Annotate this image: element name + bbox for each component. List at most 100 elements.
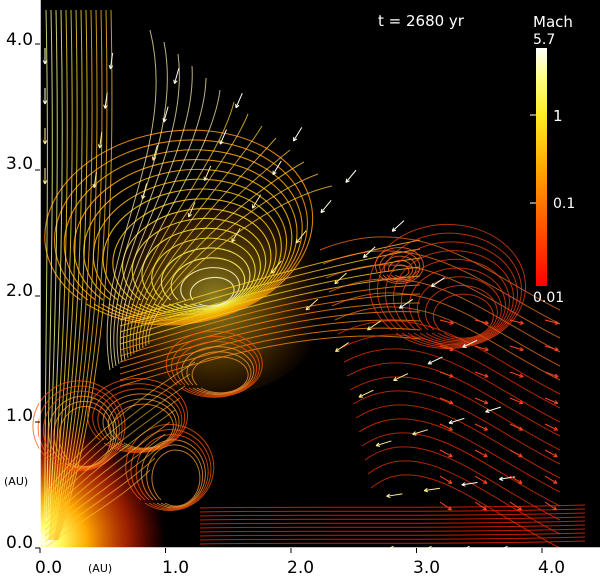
- streamline: [107, 398, 177, 450]
- velocity-arrow: [474, 397, 489, 405]
- axis-ticks: [35, 43, 543, 553]
- velocity-arrow: [335, 342, 349, 353]
- colorbar: Mach 5.7 1 0.1 0.01: [530, 13, 575, 306]
- velocity-arrow: [42, 168, 48, 185]
- y-tick-label: 3.0: [6, 154, 33, 174]
- streamline: [119, 239, 421, 321]
- streamline: [130, 429, 212, 510]
- velocity-arrow: [345, 169, 357, 183]
- velocity-arrow: [292, 127, 303, 142]
- streamline: [199, 512, 586, 517]
- streamline: [44, 409, 176, 519]
- velocity-arrow: [439, 423, 454, 431]
- y-tick-label: 1.0: [6, 406, 33, 426]
- velocity-arrow: [398, 298, 413, 309]
- velocity-arrow: [42, 48, 48, 65]
- x-tick-label: 0.0: [35, 558, 62, 578]
- streamline: [73, 159, 298, 322]
- streamline: [331, 292, 561, 367]
- streamline: [44, 373, 191, 501]
- streamline: [176, 340, 258, 396]
- streamline: [145, 173, 319, 347]
- colorbar-min-label: 0.01: [533, 290, 564, 306]
- streamline: [49, 9, 73, 541]
- velocity-arrow: [430, 277, 445, 288]
- streamline: [44, 469, 151, 549]
- y-tick-labels: 4.0 3.0 2.0 1.0 0.0: [6, 30, 33, 553]
- streamline: [364, 446, 561, 521]
- velocity-arrow: [544, 397, 559, 405]
- streamline: [322, 250, 561, 325]
- velocity-arrow: [103, 92, 108, 109]
- velocity-arrow: [141, 183, 148, 200]
- streamline: [83, 168, 293, 321]
- streamline: [160, 247, 251, 311]
- streamline: [106, 29, 157, 371]
- streamline: [424, 284, 498, 340]
- velocity-arrow: [509, 319, 524, 325]
- velocity-arrow: [544, 345, 559, 352]
- streamline: [44, 445, 161, 537]
- velocity-arrow: [509, 371, 524, 378]
- streamline: [199, 536, 586, 541]
- streamline: [129, 113, 249, 357]
- velocity-arrow: [162, 106, 169, 123]
- velocity-arrow: [173, 68, 180, 85]
- streamline: [52, 9, 88, 541]
- streamline: [135, 137, 277, 353]
- streamline: [92, 383, 186, 453]
- streamline: [54, 139, 308, 325]
- velocity-arrow: [439, 371, 454, 378]
- streamline: [171, 335, 260, 397]
- streamline: [388, 260, 413, 280]
- streamline: [44, 421, 171, 525]
- streamline: [199, 504, 586, 509]
- streamline: [385, 241, 518, 347]
- velocity-arrow: [391, 220, 405, 232]
- velocity-arrow: [439, 501, 452, 511]
- velocity-arrow: [474, 319, 489, 325]
- streamline: [97, 388, 183, 452]
- velocity-arrow: [448, 417, 465, 425]
- velocity-arrow: [509, 501, 522, 511]
- streamline: [37, 385, 123, 471]
- streamline: [199, 528, 586, 533]
- streamline: [191, 356, 249, 394]
- streamline: [44, 397, 181, 513]
- colorbar-tick-label: 1: [553, 107, 563, 125]
- streamline: [126, 101, 235, 359]
- streamlines: [32, 9, 586, 549]
- velocity-arrow: [366, 320, 381, 331]
- streamline: [319, 236, 561, 311]
- velocity-arrow: [485, 406, 501, 414]
- velocity-arrow: [108, 53, 114, 70]
- velocity-arrow: [423, 487, 441, 493]
- velocity-arrow: [362, 246, 376, 259]
- velocity-arrow: [334, 272, 347, 285]
- velocity-arrow: [474, 423, 489, 431]
- velocity-arrow: [231, 228, 241, 243]
- velocity-arrow: [509, 345, 524, 352]
- velocity-arrow: [544, 449, 558, 458]
- streamline: [199, 516, 586, 521]
- streamline: [44, 9, 48, 541]
- velocity-arrow: [203, 165, 212, 182]
- streamline: [400, 258, 510, 344]
- velocity-arrow: [474, 449, 488, 458]
- velocity-arrow: [509, 449, 523, 458]
- streamline: [44, 433, 166, 531]
- velocity-arrow: [544, 423, 559, 431]
- x-tick-label: 3.0: [413, 558, 440, 578]
- streamline: [132, 125, 263, 355]
- streamline: [48, 395, 118, 469]
- streamline: [146, 444, 204, 508]
- streamline: [408, 267, 506, 343]
- velocity-arrow: [272, 160, 282, 176]
- velocity-arrow: [375, 440, 392, 447]
- velocity-arrow: [462, 339, 478, 348]
- streamline: [432, 293, 494, 339]
- streamline: [119, 284, 421, 351]
- velocity-arrow: [305, 298, 319, 311]
- streamline: [328, 278, 561, 353]
